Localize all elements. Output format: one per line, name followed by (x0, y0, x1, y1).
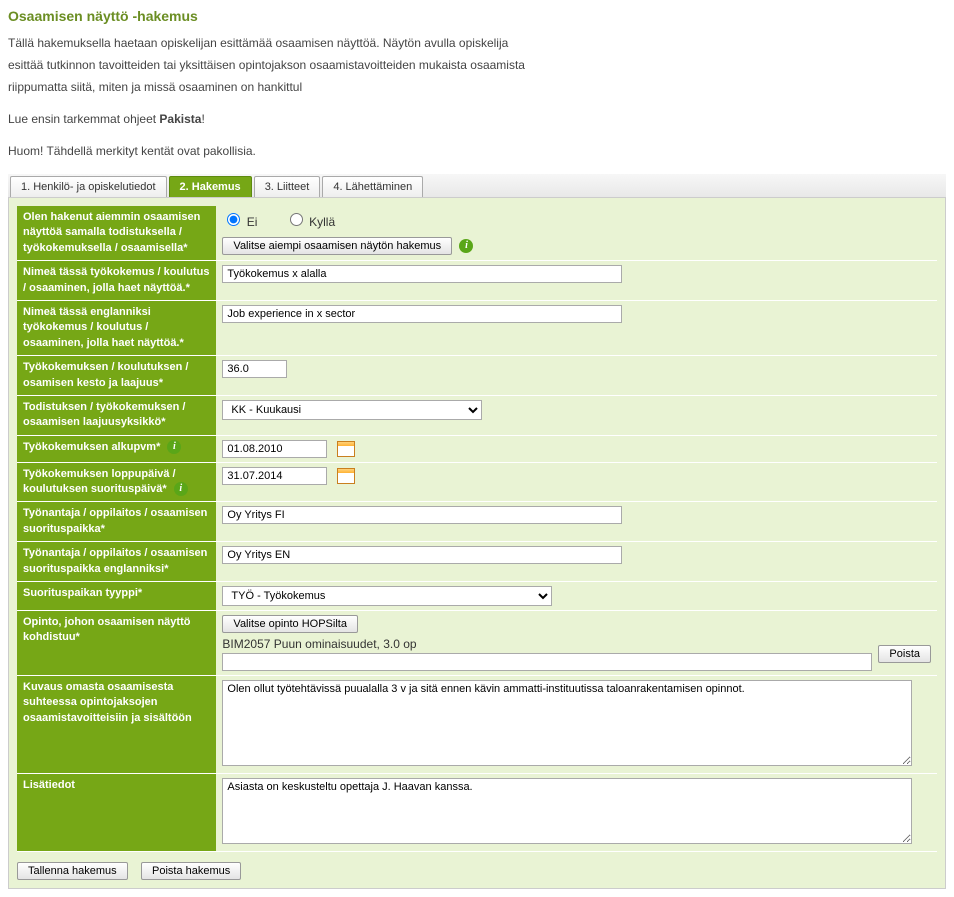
description-textarea[interactable] (222, 680, 912, 766)
intro-line-3: riippumatta siitä, miten ja missä osaami… (8, 80, 302, 94)
save-button[interactable]: Tallenna hakemus (17, 862, 128, 880)
label-description: Kuvaus omasta osaamisesta suhteessa opin… (17, 676, 216, 774)
tab-application[interactable]: 2. Hakemus (169, 176, 252, 197)
delete-button[interactable]: Poista hakemus (141, 862, 241, 880)
calendar-icon[interactable] (337, 468, 355, 484)
label-duration: Työkokemuksen / koulutuksen / osamisen k… (17, 356, 216, 396)
label-name-fi: Nimeä tässä työkokemus / koulutus / osaa… (17, 261, 216, 301)
label-study: Opinto, johon osaamisen näyttö kohdistuu… (17, 611, 216, 676)
intro-line-4a: Lue ensin tarkemmat ohjeet (8, 112, 159, 126)
label-employer-fi: Työnantaja / oppilaitos / osaamisen suor… (17, 502, 216, 542)
radio-ei[interactable] (227, 213, 240, 226)
name-fi-input[interactable] (222, 265, 622, 283)
form-panel: Olen hakenut aiemmin osaamisen näyttöä s… (8, 198, 946, 889)
intro-line-1: Tällä hakemuksella haetaan opiskelijan e… (8, 36, 508, 50)
tabs: 1. Henkilö- ja opiskelutiedot 2. Hakemus… (8, 174, 946, 198)
label-startdate: Työkokemuksen alkupvm* i (17, 435, 216, 462)
label-enddate: Työkokemuksen loppupäivä / koulutuksen s… (17, 462, 216, 502)
radio-kylla-label[interactable]: Kyllä (285, 215, 335, 229)
intro-line-5: Huom! Tähdellä merkityt kentät ovat pako… (8, 142, 946, 160)
intro-line-4-bold: Pakista (159, 112, 201, 126)
label-name-en: Nimeä tässä englanniksi työkokemus / kou… (17, 300, 216, 355)
intro-text: Tällä hakemuksella haetaan opiskelijan e… (8, 34, 946, 160)
employer-fi-input[interactable] (222, 506, 622, 524)
label-place-type: Suorituspaikan tyyppi* (17, 582, 216, 611)
duration-input[interactable] (222, 360, 287, 378)
remove-study-button[interactable]: Poista (878, 645, 931, 663)
intro-line-2: esittää tutkinnon tavoitteiden tai yksit… (8, 58, 525, 72)
info-icon[interactable]: i (174, 482, 188, 496)
label-unit: Todistuksen / työkokemuksen / osaamisen … (17, 395, 216, 435)
select-previous-button[interactable]: Valitse aiempi osaamisen näytön hakemus (222, 237, 452, 255)
label-previous-application: Olen hakenut aiemmin osaamisen näyttöä s… (17, 206, 216, 261)
info-icon[interactable]: i (167, 440, 181, 454)
intro-line-4b: ! (201, 112, 204, 126)
calendar-icon[interactable] (337, 441, 355, 457)
study-line-text: BIM2057 Puun ominaisuudet, 3.0 op (222, 637, 872, 651)
enddate-input[interactable] (222, 467, 327, 485)
tab-send[interactable]: 4. Lähettäminen (322, 176, 423, 197)
unit-select[interactable]: KK - Kuukausi (222, 400, 482, 420)
select-study-button[interactable]: Valitse opinto HOPSilta (222, 615, 358, 633)
employer-en-input[interactable] (222, 546, 622, 564)
label-employer-en: Työnantaja / oppilaitos / osaamisen suor… (17, 542, 216, 582)
name-en-input[interactable] (222, 305, 622, 323)
additional-textarea[interactable] (222, 778, 912, 844)
study-line-input[interactable] (222, 653, 872, 671)
radio-kylla[interactable] (290, 213, 303, 226)
label-additional: Lisätiedot (17, 774, 216, 852)
place-type-select[interactable]: TYÖ - Työkokemus (222, 586, 552, 606)
radio-ei-label[interactable]: Ei (222, 215, 257, 229)
tab-personal[interactable]: 1. Henkilö- ja opiskelutiedot (10, 176, 167, 197)
info-icon[interactable]: i (459, 239, 473, 253)
tab-attachments[interactable]: 3. Liitteet (254, 176, 321, 197)
startdate-input[interactable] (222, 440, 327, 458)
page-title: Osaamisen näyttö -hakemus (8, 8, 946, 24)
